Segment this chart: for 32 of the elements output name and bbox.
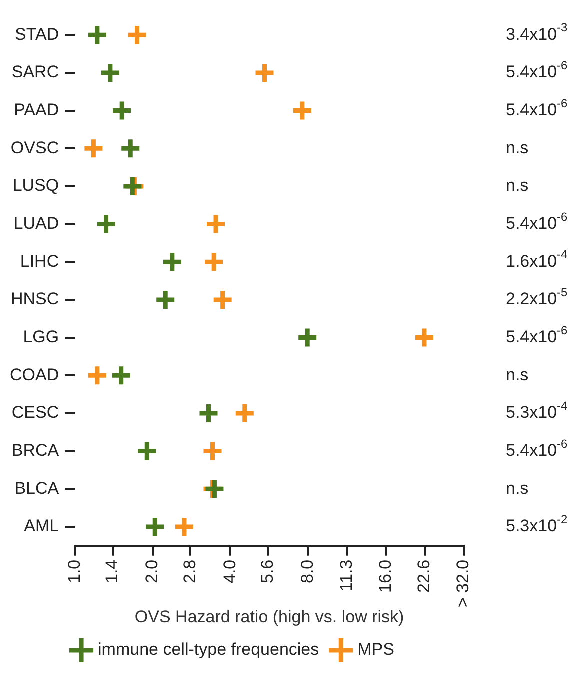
x-tick-label: 1.0 (64, 560, 84, 584)
y-tick-label: LGG (23, 327, 60, 346)
x-tick-label: 1.4 (102, 560, 122, 584)
y-tick-label: LUSQ (12, 176, 60, 196)
x-axis-title: OVS Hazard ratio (high vs. low risk) (134, 607, 404, 626)
x-tick-label: 4.0 (220, 560, 240, 584)
text: n.s (506, 138, 529, 158)
y-tick-label: BRCA (12, 440, 60, 460)
y-tick-label: SARC (12, 62, 60, 82)
legend-label: immune cell-type frequencies (98, 640, 320, 660)
x-tick-label: 2.0 (142, 560, 162, 584)
legend-label: MPS (358, 640, 394, 660)
x-tick-label: 8.0 (298, 560, 318, 584)
x-tick-label: 16.0 (376, 560, 395, 593)
y-tick-label: COAD (10, 365, 60, 384)
y-tick-label: CESC (12, 403, 60, 422)
y-tick-label: STAD (15, 24, 60, 44)
y-tick-label: LIHC (20, 252, 60, 271)
x-tick-label: 11.3 (336, 560, 356, 592)
y-tick-label: LUAD (14, 214, 60, 233)
y-tick-label: OVSC (10, 138, 60, 158)
x-tick-label: > 32.0 (454, 560, 473, 608)
y-tick-label: HNSC (10, 290, 60, 309)
y-tick-label: AML (24, 516, 60, 536)
text: n.s (506, 176, 529, 196)
text: n.s (506, 478, 529, 498)
x-tick-label: 2.8 (180, 560, 200, 584)
y-tick-label: PAAD (14, 100, 60, 120)
y-tick-label: BLCA (14, 478, 60, 498)
x-tick-label: 5.6 (258, 560, 278, 584)
x-tick-label: 22.6 (414, 560, 434, 593)
text: n.s (506, 365, 529, 384)
